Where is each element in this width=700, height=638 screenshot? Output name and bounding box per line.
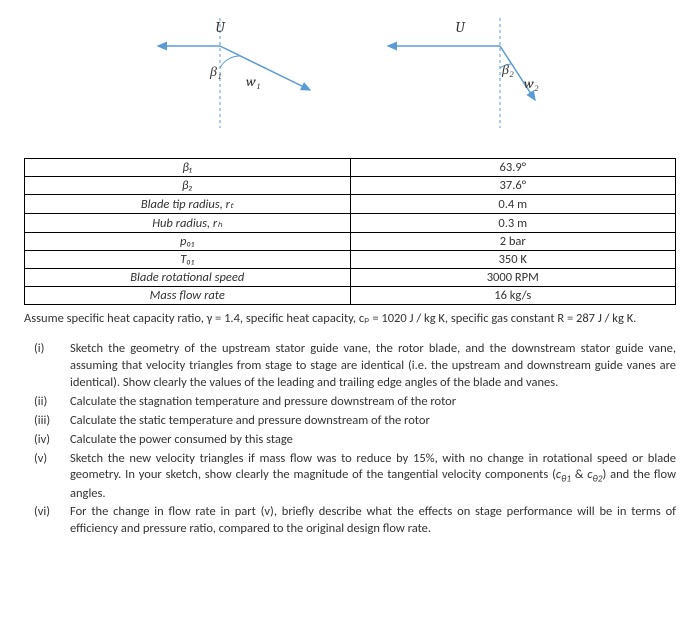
table-row: T₀₁350 K bbox=[25, 251, 676, 269]
param-cell: T₀₁ bbox=[25, 251, 351, 269]
table-row: Blade tip radius, rₜ0.4 m bbox=[25, 195, 676, 214]
question-text: Calculate the static temperature and pre… bbox=[70, 413, 676, 430]
table-row: Mass flow rate16 kg/s bbox=[25, 287, 676, 305]
value-cell: 37.6° bbox=[350, 177, 676, 195]
param-cell: p₀₁ bbox=[25, 233, 351, 251]
param-cell: β₂ bbox=[25, 177, 351, 195]
question-number: (iii) bbox=[34, 413, 70, 430]
param-cell: Mass flow rate bbox=[25, 287, 351, 305]
question-number: (i) bbox=[34, 341, 70, 392]
triangle-left: U β₁ w₁ bbox=[150, 18, 320, 128]
parameters-table: β₁63.9°β₂37.6°Blade tip radius, rₜ0.4 mH… bbox=[24, 158, 676, 305]
question-number: (iv) bbox=[34, 432, 70, 449]
w2-label: w₂ bbox=[524, 75, 539, 92]
table-row: Blade rotational speed3000 RPM bbox=[25, 269, 676, 287]
velocity-triangle-diagrams: U β₁ w₁ U β₂ w₂ bbox=[24, 18, 676, 128]
question-text: Calculate the power consumed by this sta… bbox=[70, 432, 676, 449]
beta1-label: β₁ bbox=[209, 63, 222, 80]
beta2-label: β₂ bbox=[501, 61, 514, 78]
question-number: (vi) bbox=[34, 504, 70, 538]
question-text: Calculate the stagnation temperature and… bbox=[70, 394, 676, 411]
question-text: Sketch the new velocity triangles if mas… bbox=[70, 451, 676, 503]
question-text: For the change in flow rate in part (v),… bbox=[70, 504, 676, 538]
param-cell: Blade rotational speed bbox=[25, 269, 351, 287]
question-number: (v) bbox=[34, 451, 70, 503]
value-cell: 63.9° bbox=[350, 159, 676, 177]
param-cell: Hub radius, rₕ bbox=[25, 214, 351, 233]
triangle-right: U β₂ w₂ bbox=[380, 18, 550, 128]
param-cell: Blade tip radius, rₜ bbox=[25, 195, 351, 214]
w1-label: w₁ bbox=[246, 73, 261, 90]
u-label-left: U bbox=[215, 18, 226, 36]
question-number: (ii) bbox=[34, 394, 70, 411]
questions-list: (i)Sketch the geometry of the upstream s… bbox=[24, 341, 676, 538]
value-cell: 0.3 m bbox=[350, 214, 676, 233]
value-cell: 3000 RPM bbox=[350, 269, 676, 287]
value-cell: 350 K bbox=[350, 251, 676, 269]
value-cell: 16 kg/s bbox=[350, 287, 676, 305]
table-row: p₀₁2 bar bbox=[25, 233, 676, 251]
u-label-right: U bbox=[455, 18, 466, 36]
table-row: Hub radius, rₕ0.3 m bbox=[25, 214, 676, 233]
table-row: β₁63.9° bbox=[25, 159, 676, 177]
value-cell: 2 bar bbox=[350, 233, 676, 251]
assumptions-text: Assume specific heat capacity ratio, γ =… bbox=[24, 311, 676, 327]
table-row: β₂37.6° bbox=[25, 177, 676, 195]
value-cell: 0.4 m bbox=[350, 195, 676, 214]
question-text: Sketch the geometry of the upstream stat… bbox=[70, 341, 676, 392]
param-cell: β₁ bbox=[25, 159, 351, 177]
